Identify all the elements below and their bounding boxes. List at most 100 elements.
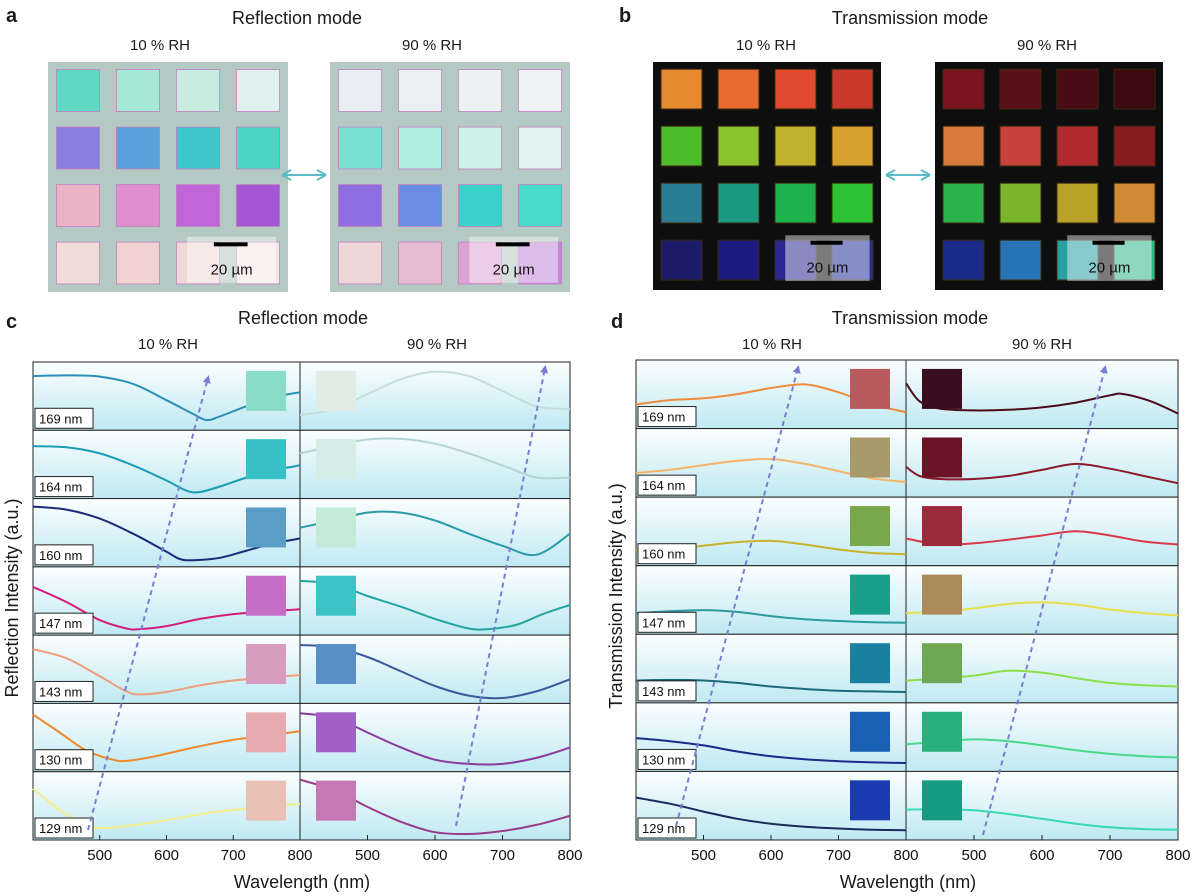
x-tick-label: 600 bbox=[1029, 847, 1054, 864]
scalebar-line bbox=[213, 242, 248, 247]
pixel-square bbox=[942, 182, 985, 224]
pixel-square bbox=[457, 69, 502, 112]
pixel-square bbox=[831, 68, 874, 110]
color-swatch bbox=[922, 437, 962, 478]
panel-c-y-axis-label: Reflection Intensity (a.u.) bbox=[2, 498, 22, 697]
pixel-square bbox=[175, 69, 220, 112]
scalebar-label: 20 µm bbox=[211, 262, 253, 279]
thickness-label: 129 nm bbox=[39, 821, 82, 836]
panel-a-right-label: 90 % RH bbox=[402, 37, 462, 54]
panel-d-left-label: 10 % RH bbox=[742, 336, 802, 353]
thickness-label-box bbox=[34, 476, 94, 498]
pixel-square bbox=[1056, 182, 1099, 224]
panel-b-exchange-arrow bbox=[885, 169, 931, 181]
x-tick-label: 700 bbox=[221, 847, 246, 864]
panel-a-left-label: 10 % RH bbox=[130, 37, 190, 54]
panel-d-y-axis-label: Transmission Intensity (a.u.) bbox=[606, 483, 626, 708]
pixel-square bbox=[518, 241, 563, 285]
pixel-square bbox=[56, 184, 101, 227]
color-swatch bbox=[922, 780, 962, 821]
pixel-square bbox=[457, 184, 502, 227]
pixel-square bbox=[116, 241, 161, 285]
thickness-label-box bbox=[637, 680, 697, 702]
pixel-square bbox=[397, 69, 442, 112]
panel-b-title: Transmission mode bbox=[832, 8, 988, 28]
panel-d-spectra: 169 nm 164 nm 160 nm 147 nm 143 nm 130 nm 129 … bbox=[635, 359, 1191, 864]
scalebar-line bbox=[1092, 240, 1125, 245]
thickness-label: 160 nm bbox=[642, 547, 685, 562]
color-swatch bbox=[316, 712, 356, 753]
color-swatch bbox=[850, 574, 890, 615]
panel-c-letter: c bbox=[6, 311, 17, 333]
pixel-square bbox=[1056, 239, 1099, 281]
trend-arrow bbox=[675, 365, 801, 827]
color-swatch bbox=[922, 574, 962, 615]
pixel-square bbox=[660, 68, 703, 110]
color-swatch bbox=[316, 780, 356, 821]
scalebar-line bbox=[495, 242, 530, 247]
pixel-square bbox=[831, 125, 874, 167]
pixel-square bbox=[942, 125, 985, 167]
pixel-square bbox=[999, 68, 1042, 110]
panel-b-left-label: 10 % RH bbox=[736, 37, 796, 54]
thickness-label: 143 nm bbox=[39, 684, 82, 699]
pixel-square bbox=[717, 125, 760, 167]
pixel-square bbox=[337, 126, 382, 170]
pixel-square bbox=[175, 184, 220, 227]
color-swatch bbox=[922, 711, 962, 752]
pixel-square bbox=[397, 184, 442, 227]
pixel-square bbox=[831, 182, 874, 224]
pixel-square bbox=[457, 126, 502, 170]
pixel-square bbox=[397, 241, 442, 285]
thickness-label: 169 nm bbox=[39, 411, 82, 426]
panel-a-exchange-arrow bbox=[281, 169, 327, 181]
pixel-square bbox=[774, 125, 817, 167]
color-swatch bbox=[246, 439, 286, 480]
pixel-square bbox=[774, 182, 817, 224]
color-swatch bbox=[850, 780, 890, 821]
thickness-label-box bbox=[637, 748, 697, 770]
spectrum-curve bbox=[635, 737, 907, 764]
x-tick-label: 500 bbox=[87, 847, 112, 864]
pixel-square bbox=[660, 239, 703, 281]
panel-b-letter: b bbox=[619, 5, 631, 27]
scalebar-label: 20 µm bbox=[493, 262, 535, 279]
panel-d-letter: d bbox=[611, 311, 623, 333]
panel-c-title: Reflection mode bbox=[238, 308, 368, 328]
pixel-square bbox=[774, 239, 817, 281]
thickness-label-box bbox=[637, 474, 697, 496]
pixel-square bbox=[56, 126, 101, 170]
pixel-square bbox=[717, 68, 760, 110]
pixel-square bbox=[999, 239, 1042, 281]
thickness-label-box bbox=[34, 817, 94, 839]
color-swatch bbox=[850, 368, 890, 409]
panel-d-title: Transmission mode bbox=[832, 308, 988, 328]
pixel-square bbox=[1056, 68, 1099, 110]
spectrum-curve bbox=[635, 796, 907, 832]
pixel-square bbox=[235, 126, 280, 170]
panel-b-left-micrograph: 20 µm bbox=[653, 62, 881, 290]
spectrum-curve bbox=[635, 609, 907, 624]
color-swatch bbox=[246, 575, 286, 616]
thickness-label-box bbox=[34, 544, 94, 566]
thickness-label-box bbox=[637, 543, 697, 565]
scalebar-line bbox=[810, 240, 843, 245]
color-swatch bbox=[316, 370, 356, 411]
pixel-square bbox=[831, 239, 874, 281]
pixel-square bbox=[337, 184, 382, 227]
pixel-square bbox=[235, 184, 280, 227]
thickness-label-box bbox=[34, 680, 94, 702]
x-tick-label: 800 bbox=[287, 847, 312, 864]
panel-d-x-axis-label: Wavelength (nm) bbox=[840, 872, 976, 892]
pixel-square bbox=[116, 69, 161, 112]
thickness-label: 130 nm bbox=[39, 753, 82, 768]
pixel-square bbox=[116, 184, 161, 227]
pixel-square bbox=[774, 68, 817, 110]
scalebar-label: 20 µm bbox=[1088, 260, 1130, 277]
thickness-label-box bbox=[34, 612, 94, 634]
pixel-square bbox=[660, 182, 703, 224]
color-swatch bbox=[316, 439, 356, 480]
pixel-square bbox=[518, 69, 563, 112]
pixel-square bbox=[235, 69, 280, 112]
color-swatch bbox=[316, 644, 356, 685]
